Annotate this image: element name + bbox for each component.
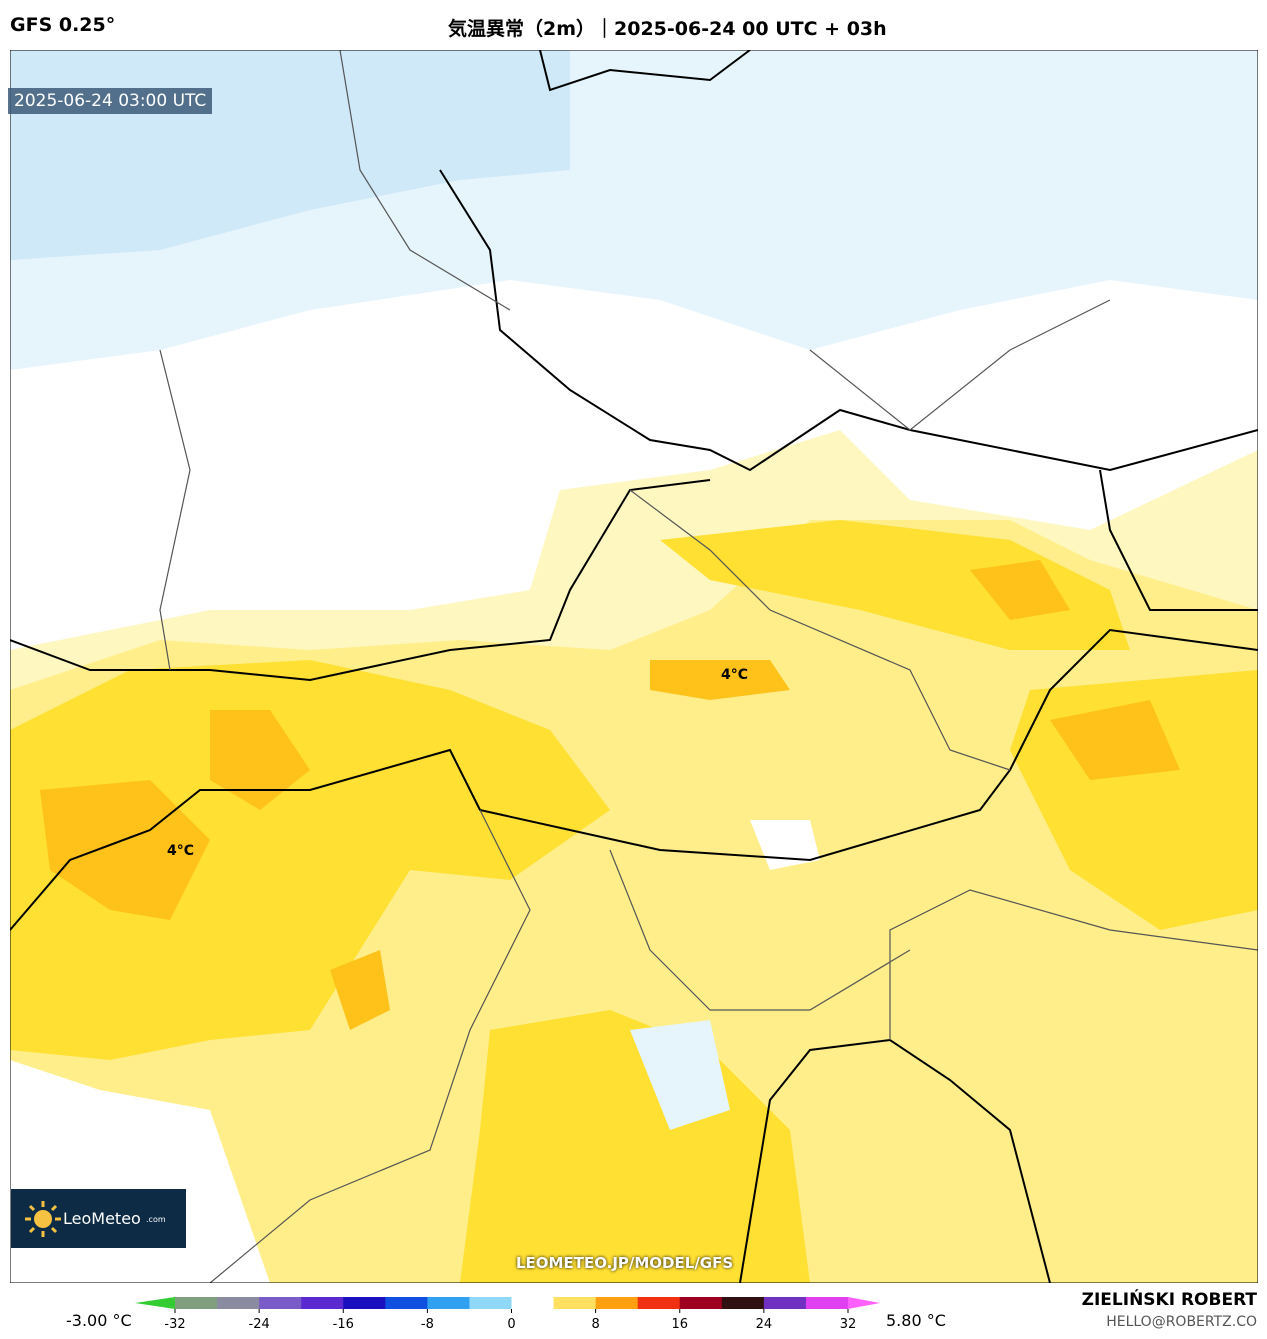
colorbar-tick-label: -32 xyxy=(164,1317,185,1332)
colorbar-segment xyxy=(553,1297,597,1309)
colorbar-segment xyxy=(763,1297,807,1309)
colorbar-tick-label: 0 xyxy=(507,1317,515,1332)
colorbar-tick-label: 32 xyxy=(840,1317,857,1332)
colorbar-tick-label: -8 xyxy=(421,1317,434,1332)
logo-name: LeoMeteo xyxy=(63,1209,141,1228)
logo: LeoMeteo .com xyxy=(11,1189,186,1248)
colorbar-extend-low xyxy=(135,1297,175,1309)
author: ZIELIŃSKI ROBERT xyxy=(1081,1290,1257,1310)
colorbar-segment xyxy=(595,1297,639,1309)
colorbar-segment xyxy=(301,1297,344,1309)
colorbar-extend-high xyxy=(848,1297,880,1309)
contour-label: 4°C xyxy=(167,843,195,859)
colorbar-segment xyxy=(679,1297,723,1309)
colorbar-segment xyxy=(427,1297,470,1309)
colorbar-tick-label: -16 xyxy=(333,1317,354,1332)
watermark: LEOMETEO.JP/MODEL/GFS xyxy=(516,1254,734,1272)
title: 気温異常（2m）｜2025-06-24 00 UTC + 03h xyxy=(448,18,887,40)
contour-label: 4°C xyxy=(721,667,749,683)
colorbar-tick-label: -24 xyxy=(249,1317,270,1332)
colorbar-tick-label: 16 xyxy=(671,1317,688,1332)
colorbar-segment xyxy=(217,1297,260,1309)
logo-suffix: .com xyxy=(146,1215,166,1224)
colorbar-segment xyxy=(259,1297,302,1309)
logo-sun xyxy=(25,1201,61,1237)
colorbar-max: 5.80 °C xyxy=(886,1311,946,1330)
model-label: GFS 0.25° xyxy=(10,14,116,36)
colorbar-tick-label: 24 xyxy=(756,1317,773,1332)
colorbar-segment xyxy=(469,1297,512,1309)
map xyxy=(10,50,1258,1283)
colorbar-min: -3.00 °C xyxy=(66,1311,132,1330)
colorbar-segment xyxy=(511,1297,555,1309)
colorbar-segment xyxy=(721,1297,765,1309)
colorbar: -32 -24 -16 -8 0 8 16 24 32 xyxy=(135,1297,880,1332)
colorbar-tick-label: 8 xyxy=(591,1317,599,1332)
colorbar-segment xyxy=(385,1297,428,1309)
email: HELLO@ROBERTZ.CO xyxy=(1106,1314,1257,1330)
colorbar-segment xyxy=(175,1297,218,1309)
colorbar-segment xyxy=(343,1297,386,1309)
timestamp: 2025-06-24 03:00 UTC xyxy=(8,88,213,114)
colorbar-segment xyxy=(637,1297,681,1309)
colorbar-segment xyxy=(805,1297,849,1309)
